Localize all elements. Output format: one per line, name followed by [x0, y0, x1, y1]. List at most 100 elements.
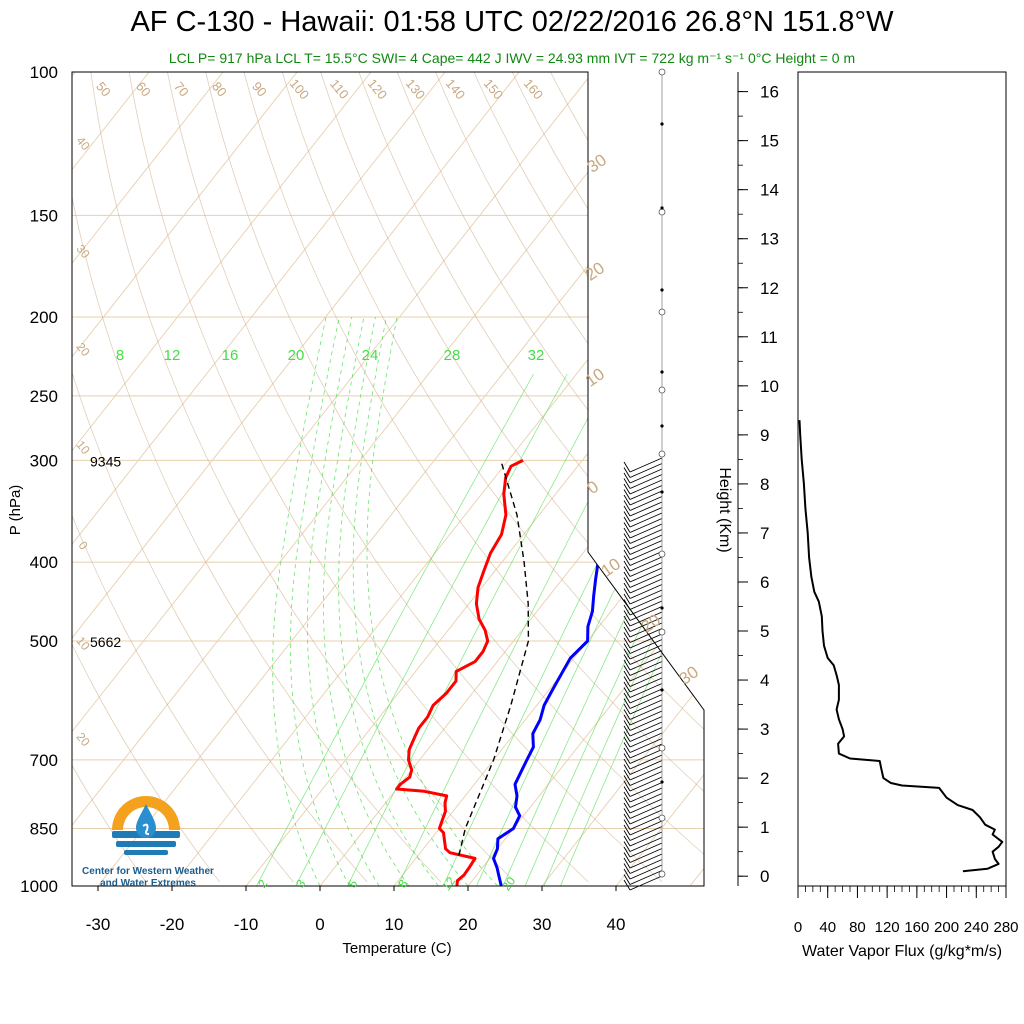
- wind-barb-staff: [629, 545, 663, 561]
- wind-barb-feather: [623, 786, 631, 797]
- pressure-tick-label: 700: [30, 751, 58, 770]
- wind-barb-feather: [623, 731, 631, 742]
- wind-barb-feather: [623, 819, 631, 830]
- wind-barb-circle: [658, 450, 666, 458]
- wind-barb-circle: [658, 628, 666, 636]
- wind-barb-staff: [629, 688, 663, 704]
- height-tick-label: 14: [760, 181, 779, 200]
- isotherm-label: 150: [481, 76, 506, 102]
- isotherm-label: 40: [73, 134, 93, 153]
- skew-label: 10: [582, 364, 608, 390]
- wind-barb-staff: [629, 738, 663, 753]
- series-parcel: [458, 460, 530, 856]
- wind-barb-feather: [623, 610, 631, 621]
- wind-barb-staff: [629, 694, 663, 709]
- isotherm-line: [72, 72, 224, 886]
- wind-barb-feather: [623, 494, 631, 506]
- wind-barb-staff: [629, 683, 663, 698]
- wind-barb-staff: [629, 815, 663, 830]
- moist-adiabat-line: [290, 316, 350, 886]
- wind-barb-dot: [660, 780, 664, 784]
- wind-barb-feather: [623, 478, 631, 489]
- wind-barb-feather: [623, 632, 631, 643]
- wind-barb-feather: [623, 648, 631, 660]
- wind-barb-staff: [629, 859, 663, 874]
- isotherm-label: 160: [521, 76, 546, 102]
- height-tick-label: 8: [760, 475, 769, 494]
- mixing-ratio-line: [543, 373, 704, 886]
- isotherm-line: [0, 72, 1, 886]
- isotherm-line: [97, 72, 704, 886]
- series-temperature: [395, 459, 524, 886]
- logo-sun-icon: [112, 796, 180, 830]
- moist-adiabat-line: [338, 316, 439, 886]
- wind-barb-staff: [629, 848, 663, 863]
- wind-barb-feather: [623, 676, 631, 687]
- dry-adiabat-line: [358, 72, 704, 883]
- height-tick-label: 4: [760, 671, 769, 690]
- logo-line-1: Center for Western Weather: [82, 866, 214, 877]
- mixing-ratio-label: 5: [345, 877, 360, 891]
- isotherm-line: [72, 72, 668, 886]
- isotherm-line: [72, 72, 446, 886]
- isotherm-label: 20: [73, 730, 93, 749]
- wind-barb-feather: [623, 549, 631, 561]
- wind-barb-feather: [623, 868, 631, 880]
- wind-barb-circle: [658, 870, 666, 878]
- mixing-ratio-label: 20: [288, 347, 305, 364]
- wind-barb-staff: [629, 534, 663, 550]
- wind-barbs: [623, 68, 666, 891]
- isotherm-line: [72, 72, 520, 886]
- wind-barb-staff: [629, 749, 663, 764]
- dry-adiabat-line: [72, 72, 368, 883]
- moist-adiabat-line: [366, 316, 498, 886]
- mixing-ratio-line: [502, 373, 704, 886]
- wind-barb-feather: [623, 555, 631, 566]
- wind-barb-feather: [623, 588, 631, 599]
- wind-barb-feather: [623, 725, 631, 737]
- mixing-ratio-label: 2: [255, 877, 270, 891]
- wind-barb-staff: [629, 771, 663, 786]
- wind-barb-feather: [623, 621, 631, 632]
- logo-drop-icon: [136, 804, 156, 838]
- wind-barb-circle: [658, 208, 666, 216]
- wind-barb-feather: [623, 527, 631, 539]
- isotherm-line: [467, 72, 704, 886]
- wind-barb-staff: [629, 875, 663, 891]
- wind-barb-feather: [623, 753, 631, 764]
- wind-barb-staff: [629, 457, 663, 473]
- dry-adiabat-line: [72, 72, 442, 883]
- dry-adiabat-line: [205, 72, 704, 883]
- height-tick-label: 7: [760, 524, 769, 543]
- temp-tick-label: 10: [385, 915, 404, 934]
- wind-barb-dot: [660, 370, 664, 374]
- dry-adiabat-line: [396, 72, 704, 883]
- wind-barb-feather: [623, 544, 631, 555]
- wind-barb-feather: [623, 692, 631, 704]
- wind-barb-staff: [629, 853, 663, 869]
- wind-barb-feather: [623, 852, 631, 863]
- pressure-tick-label: 850: [30, 820, 58, 839]
- wind-barb-staff: [629, 556, 663, 572]
- wind-barb-staff: [629, 804, 663, 819]
- mixing-ratio-line: [476, 373, 704, 886]
- wind-barb-feather: [623, 797, 631, 808]
- wind-barb-feather: [623, 775, 631, 786]
- height-axis-label: Height (Km): [716, 467, 733, 552]
- mixing-ratio-label: 28: [444, 347, 461, 364]
- wind-barb-staff: [629, 463, 663, 478]
- wind-barb-feather: [623, 742, 631, 753]
- wind-barb-staff: [629, 490, 663, 506]
- wind-barb-feather: [623, 687, 631, 698]
- wind-barb-circle: [658, 68, 666, 76]
- wind-barb-feather: [623, 577, 631, 588]
- dry-adiabat-line: [72, 72, 147, 883]
- wind-barb-staff: [629, 798, 663, 814]
- wind-barb-feather: [623, 643, 631, 654]
- wind-barb-feather: [623, 846, 631, 858]
- wind-barb-feather: [623, 571, 631, 583]
- mixing-ratio-label: 20: [499, 874, 518, 893]
- mixing-ratio-label: 16: [222, 347, 239, 364]
- wind-barb-staff: [629, 628, 663, 643]
- isotherm-label: 110: [327, 76, 352, 102]
